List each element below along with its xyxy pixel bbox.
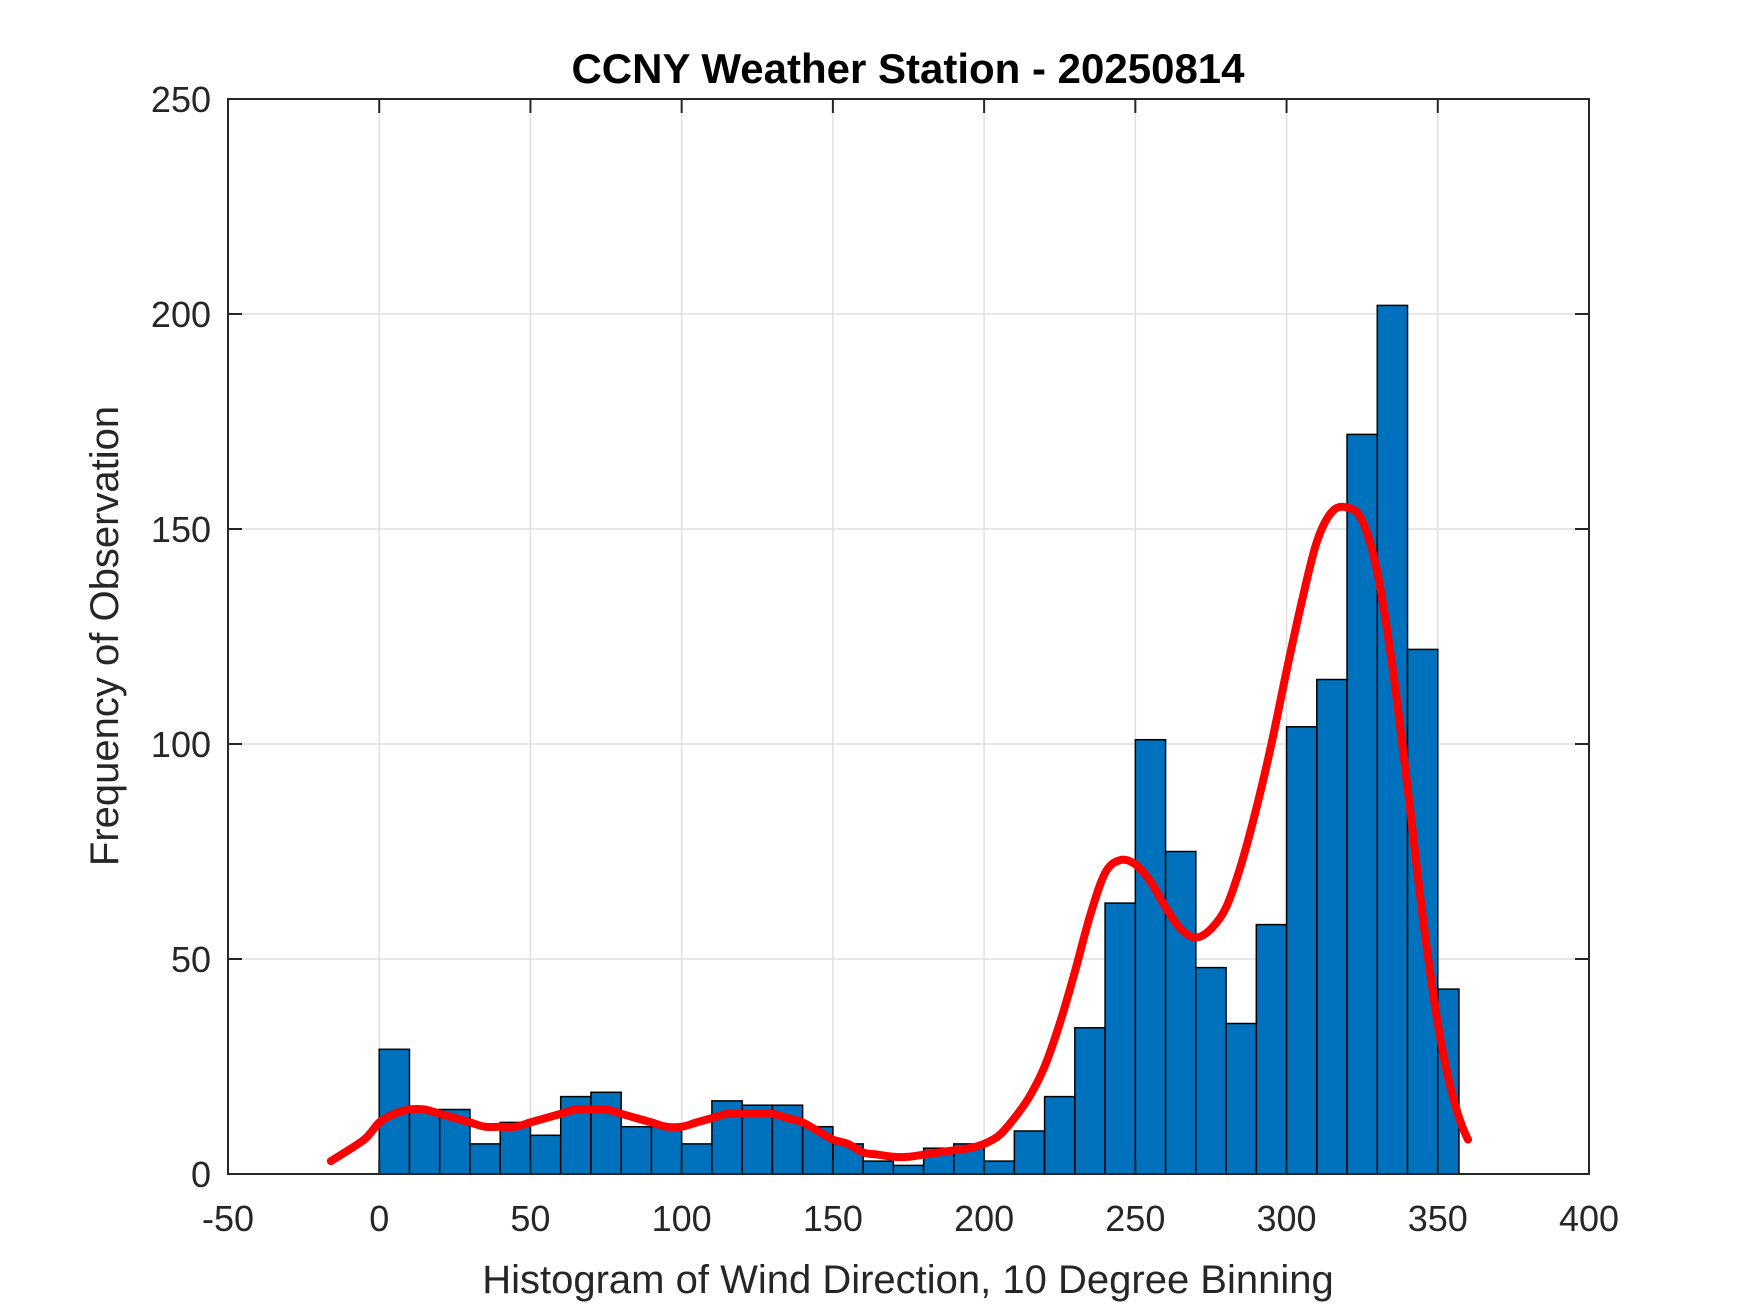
fit-curve-line	[326, 502, 1473, 1166]
histogram-bar	[1164, 850, 1197, 1175]
y-tick-label: 250	[151, 79, 211, 120]
x-tick-label: 200	[954, 1198, 1014, 1239]
axis-ticks	[227, 98, 1590, 1175]
histogram-bar	[620, 1125, 653, 1175]
histogram-bar	[1013, 1130, 1046, 1175]
histogram-bar	[892, 1164, 925, 1175]
histogram-bar	[1195, 966, 1227, 1175]
y-tick-label: 0	[191, 1154, 211, 1195]
histogram-bar	[983, 1160, 1016, 1175]
histogram-bar	[1104, 902, 1137, 1175]
y-tick-label: 200	[151, 294, 211, 335]
x-tick-label: 400	[1559, 1198, 1619, 1239]
y-axis-title: Frequency of Observation	[83, 406, 127, 866]
histogram-bar	[1316, 678, 1348, 1175]
histogram-bar	[650, 1125, 683, 1175]
x-tick-label: 250	[1105, 1198, 1165, 1239]
histogram-bar	[1043, 1095, 1076, 1175]
axes-box	[227, 98, 1590, 1175]
chart-title: CCNY Weather Station - 20250814	[571, 45, 1245, 92]
x-tick-labels: -50 0 50 100 150 200 250 300 350 400	[202, 1198, 1619, 1239]
histogram-bar	[1255, 923, 1288, 1175]
histogram-bar	[1074, 1027, 1106, 1175]
x-tick-label: 350	[1408, 1198, 1468, 1239]
histogram-bar	[408, 1108, 441, 1175]
histogram-bar	[1225, 1022, 1258, 1175]
histogram-bar	[1134, 738, 1167, 1175]
histogram-bar	[1285, 726, 1318, 1175]
histogram-bar	[680, 1143, 713, 1175]
x-tick-label: 0	[369, 1198, 389, 1239]
x-tick-label: 100	[652, 1198, 712, 1239]
x-axis-title: Histogram of Wind Direction, 10 Degree B…	[482, 1258, 1334, 1302]
histogram-bar	[590, 1091, 622, 1175]
y-tick-label: 150	[151, 509, 211, 550]
y-tick-label: 50	[171, 939, 211, 980]
histogram-bar	[862, 1160, 895, 1175]
x-tick-label: 300	[1257, 1198, 1317, 1239]
x-tick-label: 50	[510, 1198, 550, 1239]
histogram-bar	[469, 1143, 501, 1175]
x-tick-label: 150	[803, 1198, 863, 1239]
histogram-bar	[529, 1134, 562, 1175]
y-tick-label: 100	[151, 724, 211, 765]
y-tick-labels: 0 50 100 150 200 250	[151, 79, 211, 1195]
x-tick-label: -50	[202, 1198, 254, 1239]
fit-curve-group	[326, 502, 1473, 1166]
